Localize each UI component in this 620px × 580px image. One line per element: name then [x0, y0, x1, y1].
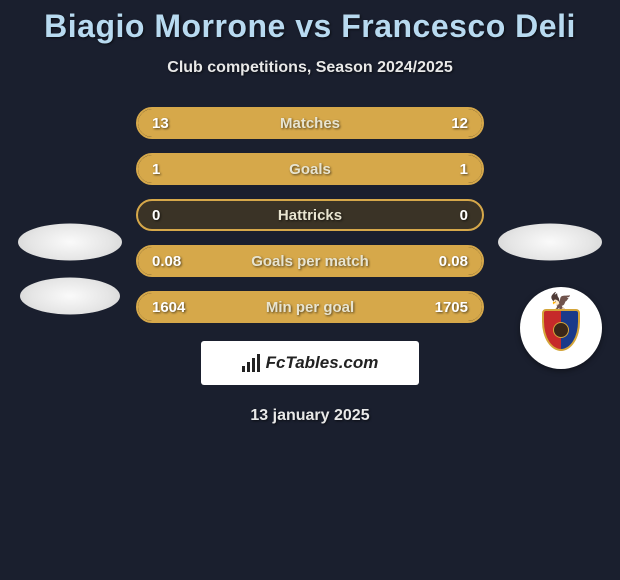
- stat-value-right: 12: [451, 115, 468, 132]
- stat-fill-left: [138, 155, 310, 183]
- crest-icon: 🦅: [535, 299, 587, 357]
- stat-value-left: 0: [152, 207, 160, 224]
- bars-icon: [242, 354, 260, 372]
- stats-zone: 🦅 13Matches121Goals10Hattricks00.08Goals…: [0, 107, 620, 323]
- shield-icon: [542, 309, 580, 351]
- subtitle: Club competitions, Season 2024/2025: [167, 59, 452, 77]
- stat-label: Goals: [289, 161, 331, 178]
- player-right-badge-blank: [498, 224, 602, 261]
- stat-row: 0.08 Goals per match 0.08: [136, 245, 484, 277]
- date-text: 13 january 2025: [250, 407, 369, 425]
- stat-label: Matches: [280, 115, 340, 132]
- stat-value-left: 13: [152, 115, 169, 132]
- stat-value-right: 0: [460, 207, 468, 224]
- stat-value-right: 1: [460, 161, 468, 178]
- shield-center-icon: [553, 322, 569, 338]
- stat-label: Min per goal: [266, 299, 354, 316]
- player-right-club-crest: 🦅: [520, 287, 602, 369]
- brand-text: FcTables.com: [266, 353, 379, 373]
- stat-value-right: 0.08: [439, 253, 468, 270]
- stat-value-left: 1604: [152, 299, 185, 316]
- stat-row: 0 Hattricks 0: [136, 199, 484, 231]
- player-left-badge-2: [20, 278, 120, 315]
- stat-label: Hattricks: [278, 207, 342, 224]
- stat-value-left: 0.08: [152, 253, 181, 270]
- player-left-badge-1: [18, 224, 122, 261]
- stat-label: Goals per match: [251, 253, 369, 270]
- stat-value-right: 1705: [435, 299, 468, 316]
- stat-rows: 13 Matches 12 1 Goals 1 0 Hattricks 0 0.08 Goals p…: [136, 107, 484, 323]
- comparison-card: Biagio Morrone vs Francesco Deli Club co…: [0, 0, 620, 425]
- stat-fill-right: [310, 155, 482, 183]
- stat-value-left: 1: [152, 161, 160, 178]
- page-title: Biagio Morrone vs Francesco Deli: [44, 8, 576, 45]
- stat-row: 13 Matches 12: [136, 107, 484, 139]
- stat-row: 1 Goals 1: [136, 153, 484, 185]
- brand-badge[interactable]: FcTables.com: [201, 341, 419, 385]
- stat-row: 1604 Min per goal 1705: [136, 291, 484, 323]
